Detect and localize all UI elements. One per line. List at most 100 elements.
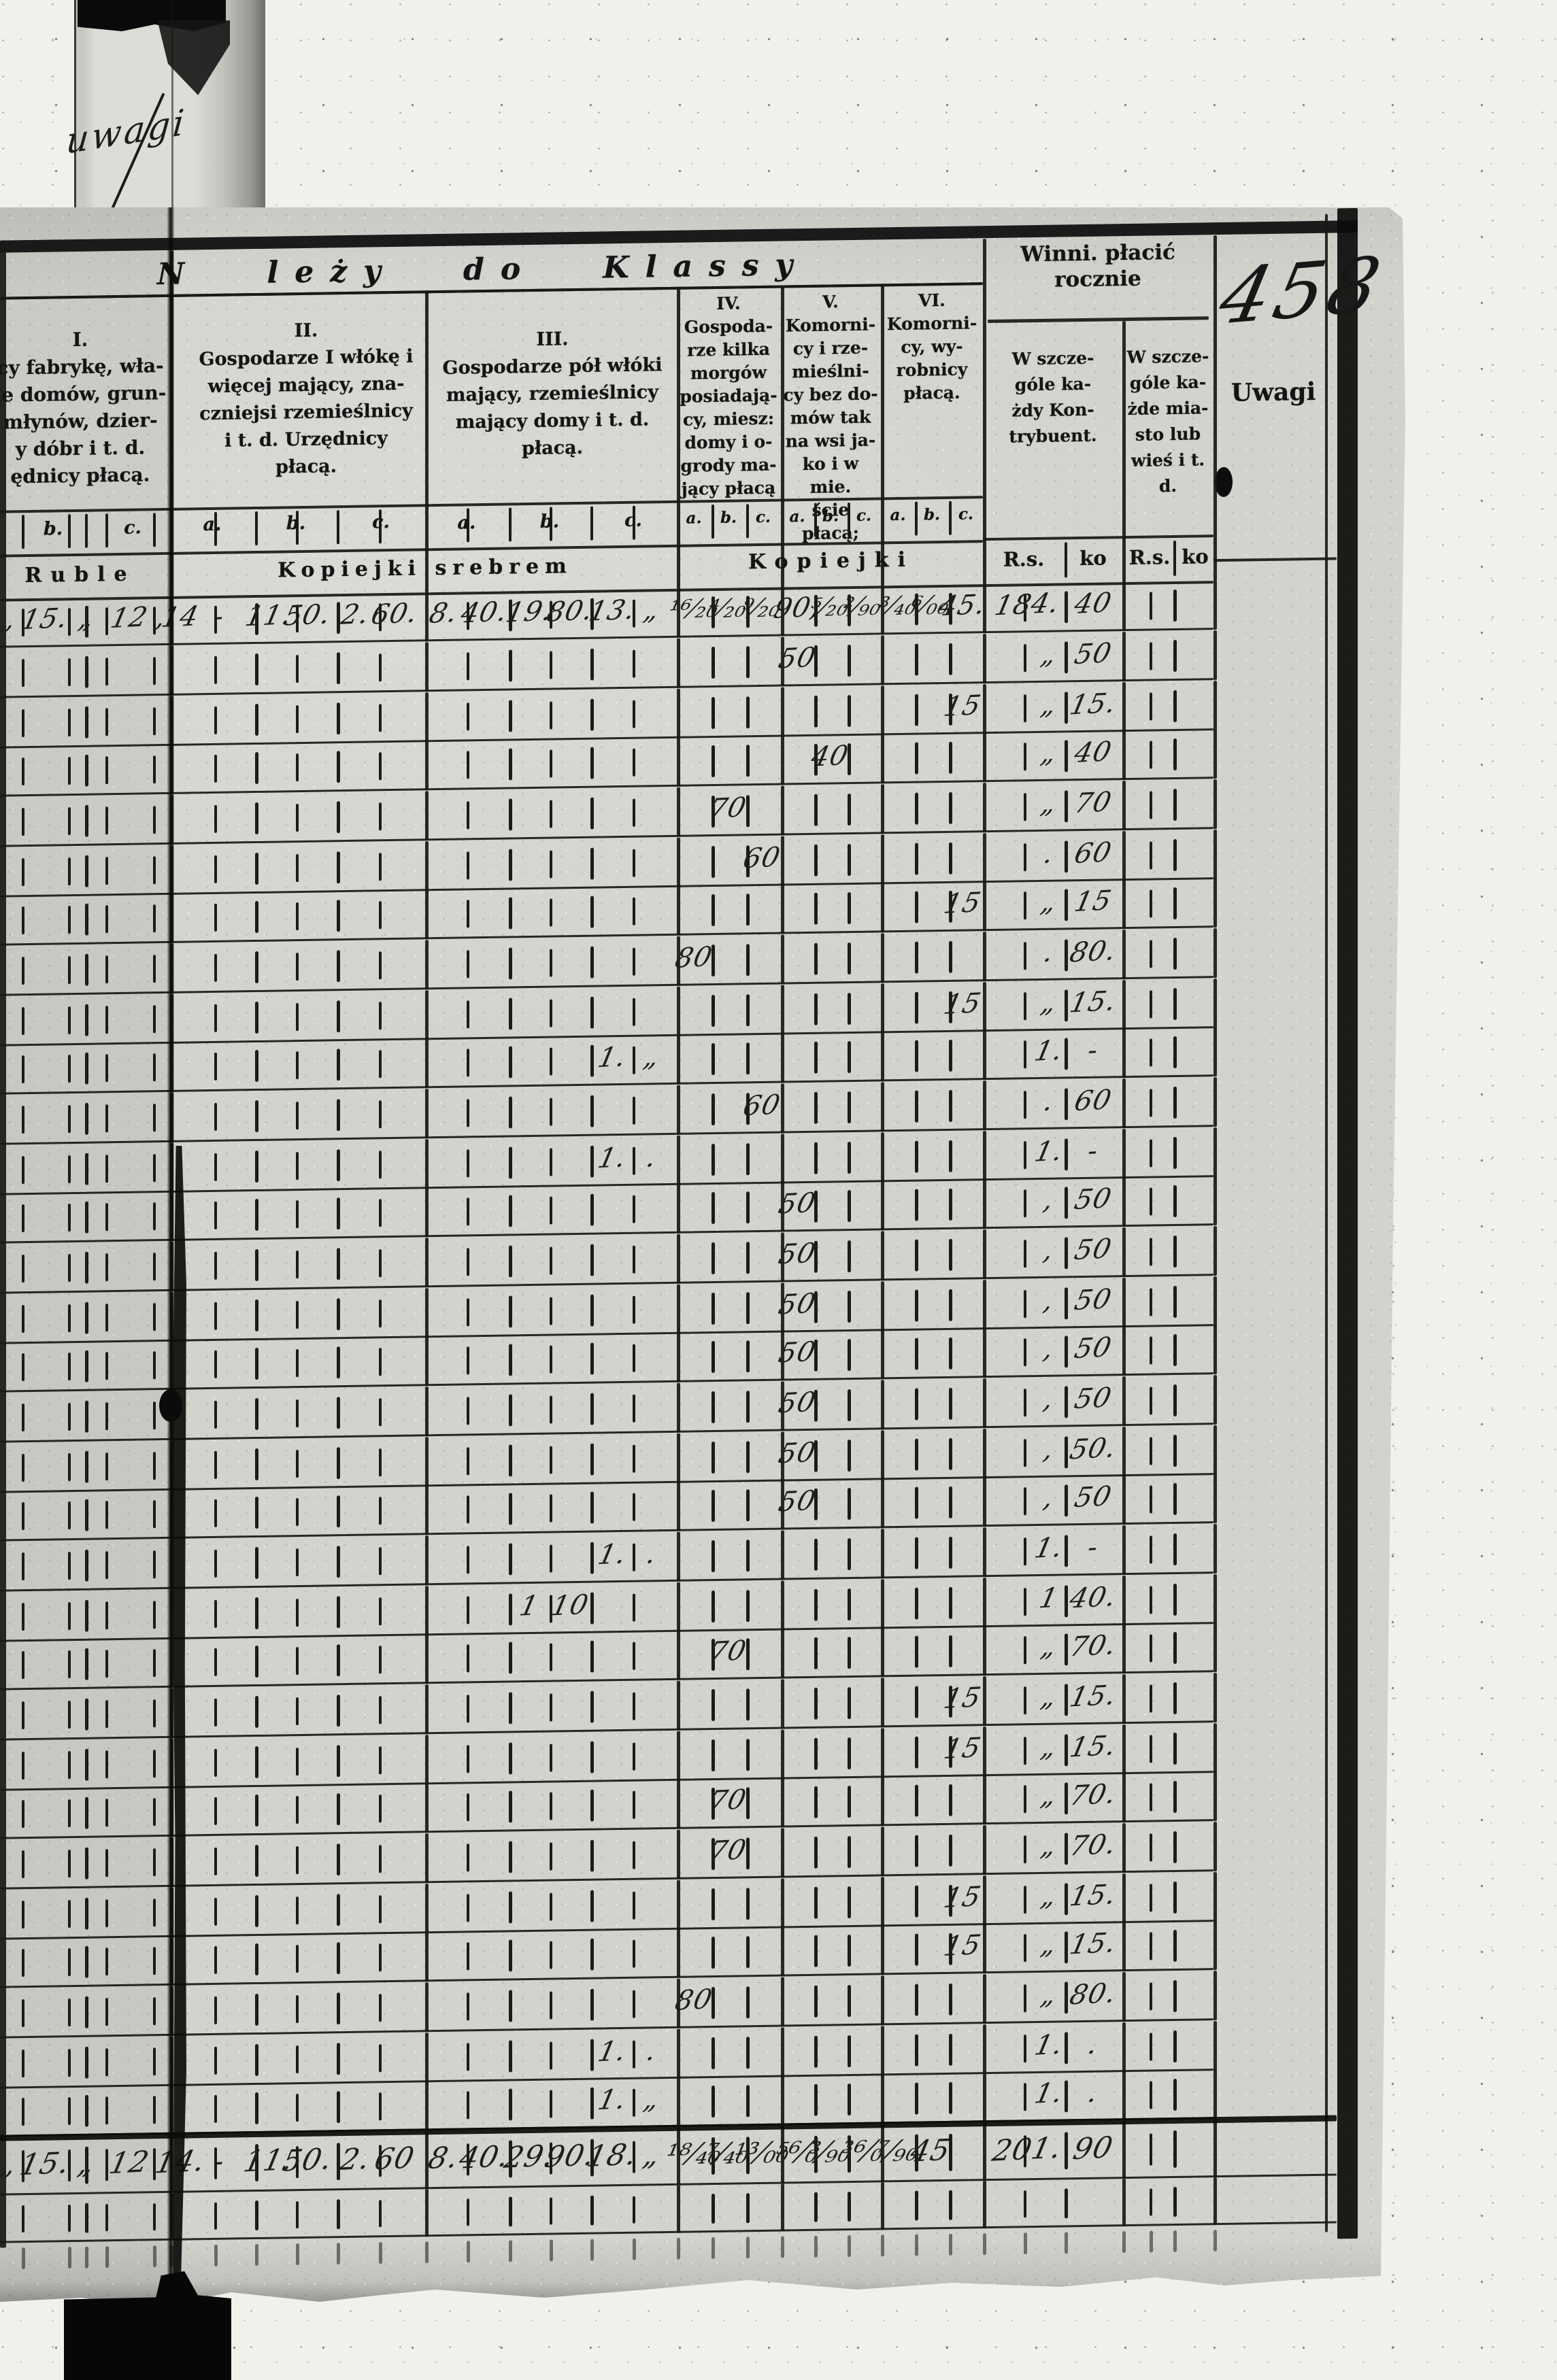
winni-title: Winni. płacić rocznie — [1020, 239, 1175, 292]
unit-ruble: Ruble — [24, 562, 136, 588]
uwagi-underline — [1213, 557, 1337, 562]
cell-value-I_b1: 15. — [16, 2145, 73, 2182]
cell-value-II_a2: - — [210, 600, 228, 632]
cell-value-KO1: - — [1084, 1034, 1102, 1066]
cell-value-KO1: 80. — [1067, 1977, 1120, 2011]
cell-value-RS1b: , — [1041, 1382, 1057, 1415]
ink-blot — [1215, 466, 1233, 498]
cell-value-I_a2: „ — [0, 603, 19, 636]
cell-value-III_c1: 1. — [595, 2035, 630, 2068]
cell-value-V_a: 50 — [775, 1237, 819, 1271]
abc-label-III-a: a. — [457, 512, 476, 534]
unit-ko-1: ko — [1079, 546, 1107, 571]
header-column-line — [425, 290, 429, 593]
cell-value-KO1: 70 — [1071, 785, 1115, 819]
cell-value-RS1b: „ — [1038, 1779, 1060, 1812]
cell-value-KO1: 40 — [1071, 586, 1115, 620]
header-tick — [814, 503, 817, 537]
cell-value-III_c1: 1. — [595, 1537, 630, 1571]
class-col-1: I. cy fabrykę, wła- le domów, grun- młynó… — [0, 328, 167, 488]
cell-value-RS1b: „ — [1038, 688, 1060, 721]
cell-value-KO1: 50. — [1067, 1431, 1120, 1465]
abc-label-I-c: c. — [124, 517, 141, 539]
cell-value-V_a: 50 — [775, 1484, 819, 1518]
cell-value-IV_c: 60 — [740, 841, 784, 874]
class-col-2: II. Gospodarze I włókę i więcej mający, z… — [199, 320, 414, 478]
cell-value-VI_b: 45 — [907, 2132, 954, 2169]
header-column-line — [983, 239, 986, 585]
cell-value-IV_a: 80 — [672, 1983, 716, 2017]
header-tick — [68, 514, 71, 549]
abc-label-IV-c: c. — [755, 507, 771, 527]
cell-value-II_b2: 50. — [281, 598, 334, 632]
cell-value-III_a1: 8. — [424, 2140, 463, 2176]
header-tick — [153, 513, 156, 547]
table-title: N leży do Klassy — [156, 247, 809, 292]
table-right-border — [1337, 207, 1358, 2239]
cell-value-IV_b: 70 — [706, 791, 750, 825]
cell-value-RS1b: , — [1041, 1332, 1057, 1365]
cell-value-III_c2: „ — [641, 1040, 663, 1073]
header-tick — [949, 500, 952, 535]
cell-value-KO1: 80. — [1067, 934, 1120, 968]
abc-label-V-b: b. — [822, 507, 839, 526]
cell-value-III_c2: „ — [639, 2137, 664, 2173]
cell-value-RS1b: 1. — [1031, 2077, 1067, 2110]
cell-value-RS1b: „ — [1038, 1880, 1060, 1912]
winni-sub-contribuent: W szcze- góle ka- żdy Kon- trybuent. — [1009, 347, 1097, 447]
cell-value-V_a: 50 — [775, 1436, 819, 1470]
cell-value-RS1b: . — [1041, 936, 1057, 968]
cell-value-V_a: 50 — [775, 1336, 819, 1370]
page-number-handwritten: 458 — [1211, 240, 1392, 343]
winni-sub-town: W szcze- góle ka- żde mia- sto lub wieś … — [1126, 346, 1209, 496]
cell-value-KO1: 15. — [1067, 1878, 1120, 1912]
header-tick — [746, 504, 749, 539]
header-tick — [509, 507, 512, 542]
cell-value-II_b2: 50. — [279, 2141, 336, 2179]
unit-kopiejki: Kopiejki — [748, 547, 914, 575]
unit-ko-2: ko — [1182, 545, 1209, 568]
cell-value-KO1: 70. — [1067, 1629, 1120, 1663]
uwagi-label: Uwagi — [1230, 377, 1316, 407]
header-tick — [22, 515, 24, 549]
abc-label-II-b: b. — [286, 512, 306, 534]
abc-label-VI-b: b. — [923, 505, 941, 524]
cell-value-RS1b: „ — [1038, 1978, 1060, 2011]
header-tick — [1173, 540, 1176, 577]
cell-value-III_c1: 1. — [595, 1040, 630, 1074]
abc-label-I-b: b. — [43, 518, 63, 540]
cell-value-KO1: 40 — [1071, 735, 1115, 769]
header-rule — [983, 534, 1213, 541]
abc-label-V-a: a. — [789, 507, 805, 526]
page-tab: uwagi — [65, 0, 265, 224]
header-column-line — [1122, 321, 1126, 583]
cell-value-KO1: . — [1085, 2028, 1101, 2060]
cell-value-III_a1: 8. — [426, 596, 461, 630]
cell-value-RS1: 201. — [989, 2130, 1065, 2169]
cell-value-KO1: 70. — [1067, 1828, 1120, 1862]
cell-value-V_a: 50 — [775, 1187, 819, 1221]
cell-value-RS1b: „ — [1038, 1680, 1060, 1713]
header-tick — [337, 510, 339, 545]
cell-value-KO1: - — [1084, 1134, 1102, 1167]
cell-value-I_c1: 12 — [107, 600, 151, 634]
cell-value-II_a1: 14 — [158, 600, 202, 634]
cell-value-V_a: 50 — [775, 641, 819, 675]
cell-value-I_b2: „ — [76, 602, 97, 634]
header-column-line — [1213, 235, 1217, 581]
class-col-4: IV. Gospoda- rze kilka morgów posiadają- … — [680, 293, 777, 499]
cell-value-III_c2: „ — [641, 594, 663, 626]
cell-value-VI_c: 15 — [941, 1928, 984, 1962]
cell-value-RS1b: , — [1041, 1183, 1057, 1216]
header-tick — [255, 511, 258, 546]
tab-annotation: uwagi — [64, 101, 189, 163]
cell-value-RS1b: , — [1041, 1481, 1057, 1514]
cell-value-IV_b: 70 — [706, 1634, 750, 1668]
cell-value-RS1b: „ — [1038, 885, 1060, 918]
cell-value-III_c1: 18. — [584, 2137, 641, 2174]
cell-value-RS1b: „ — [1038, 1829, 1060, 1862]
header-tick — [915, 501, 918, 536]
cell-value-KO1: 15. — [1067, 985, 1120, 1019]
cell-value-III_b2: 10 — [548, 1588, 592, 1622]
